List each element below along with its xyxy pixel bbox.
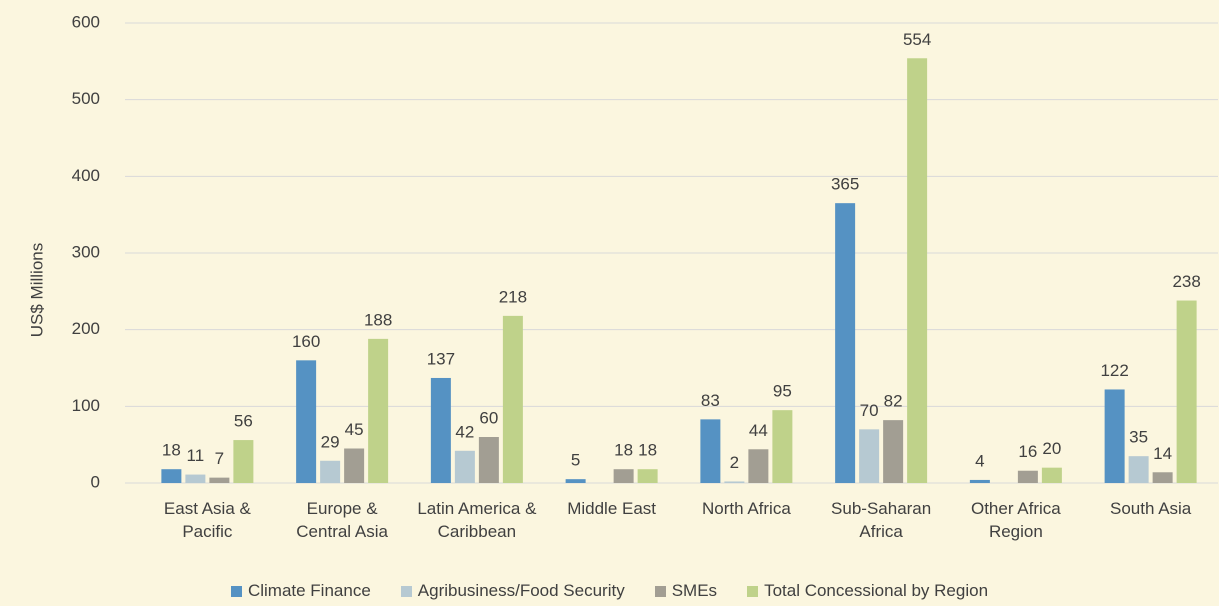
data-label: 44 xyxy=(749,421,768,440)
legend-item: SMEs xyxy=(654,581,718,601)
legend-label: Climate Finance xyxy=(247,581,371,600)
legend-swatch xyxy=(230,585,242,597)
x-tick-label: Europe & Central Asia xyxy=(296,499,388,541)
y-tick-label: 200 xyxy=(72,319,100,338)
bar xyxy=(1152,472,1173,483)
data-label: 60 xyxy=(479,408,498,427)
data-label: 137 xyxy=(427,349,455,368)
data-label: 554 xyxy=(903,30,931,49)
data-label: 56 xyxy=(234,412,253,431)
bar xyxy=(502,315,523,483)
legend-label: SMEs xyxy=(671,581,718,600)
bar xyxy=(772,410,793,483)
y-axis-label: US$ Millions xyxy=(27,243,46,337)
bar xyxy=(835,203,856,483)
bar xyxy=(344,448,365,483)
data-label: 7 xyxy=(215,449,224,468)
bar xyxy=(1017,470,1038,483)
x-tick-label: Latin America & Caribbean xyxy=(417,499,537,541)
data-label: 82 xyxy=(884,392,903,411)
x-tick-label: Other Africa Region xyxy=(970,499,1061,541)
bar xyxy=(907,58,928,484)
legend-label: Total Concessional by Region xyxy=(764,581,989,600)
data-label: 18 xyxy=(638,441,657,460)
bar xyxy=(454,450,475,483)
data-label: 238 xyxy=(1172,272,1200,291)
legend-item: Climate Finance xyxy=(230,581,371,601)
bar xyxy=(233,440,254,483)
x-tick-label: Sub-Saharan Africa xyxy=(831,499,932,541)
bar xyxy=(296,360,317,483)
y-tick-label: 600 xyxy=(72,12,100,31)
legend-swatch xyxy=(400,585,412,597)
y-tick-label: 0 xyxy=(91,472,100,491)
bar xyxy=(613,469,634,483)
data-label: 122 xyxy=(1100,361,1128,380)
bar xyxy=(320,460,341,483)
data-label: 18 xyxy=(614,441,633,460)
data-label: 11 xyxy=(187,446,205,465)
data-label: 35 xyxy=(1129,428,1148,447)
bar xyxy=(161,469,182,483)
data-label: 29 xyxy=(321,432,340,451)
bar xyxy=(748,449,769,483)
bar xyxy=(185,474,206,483)
data-label: 18 xyxy=(162,441,181,460)
bar xyxy=(1041,467,1062,483)
bar xyxy=(883,420,904,483)
data-label: 14 xyxy=(1153,444,1172,463)
data-label: 83 xyxy=(701,391,720,410)
data-label: 365 xyxy=(831,175,859,194)
x-tick-label: North Africa xyxy=(701,499,791,518)
bar xyxy=(969,479,990,483)
data-label: 4 xyxy=(975,451,984,470)
x-tick-label: East Asia & Pacific xyxy=(163,499,251,541)
data-label: 5 xyxy=(571,451,580,470)
legend-swatch xyxy=(654,585,666,597)
data-label: 45 xyxy=(345,420,364,439)
legend-label: Agribusiness/Food Security xyxy=(417,581,625,600)
data-label: 16 xyxy=(1018,442,1037,461)
data-label: 95 xyxy=(773,382,792,401)
y-tick-label: 100 xyxy=(72,396,100,415)
bar xyxy=(1128,456,1149,483)
data-label: 218 xyxy=(499,287,527,306)
bar xyxy=(700,419,721,483)
bar xyxy=(209,477,230,483)
bar xyxy=(565,479,586,483)
data-label: 70 xyxy=(860,401,879,420)
data-label: 188 xyxy=(364,310,392,329)
y-tick-label: 400 xyxy=(72,166,100,185)
y-tick-label: 500 xyxy=(72,89,100,108)
bar xyxy=(430,377,451,483)
y-tick-label: 300 xyxy=(72,242,100,261)
bar xyxy=(1176,300,1197,483)
bar xyxy=(478,437,499,483)
data-label: 2 xyxy=(730,453,739,472)
bar xyxy=(859,429,880,483)
bar xyxy=(637,469,658,483)
x-tick-label: South Asia xyxy=(1109,499,1192,518)
data-label: 42 xyxy=(455,422,474,441)
bar xyxy=(368,338,389,483)
legend-item: Total Concessional by Region xyxy=(747,581,988,601)
data-label: 160 xyxy=(292,332,320,351)
legend: Climate Finance Agribusiness/Food Securit… xyxy=(0,581,1219,601)
bar xyxy=(724,481,745,483)
bar xyxy=(1104,389,1125,483)
x-tick-label: Middle East xyxy=(567,499,657,518)
legend-item: Agribusiness/Food Security xyxy=(400,581,625,601)
data-label: 20 xyxy=(1042,439,1061,458)
legend-swatch xyxy=(747,585,759,597)
